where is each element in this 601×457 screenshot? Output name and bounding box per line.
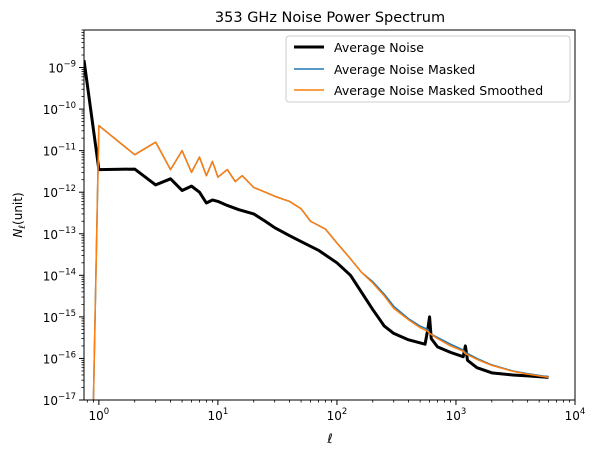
x-tick-label: 103 xyxy=(446,407,467,423)
series-line-2 xyxy=(92,124,549,400)
legend-box xyxy=(285,35,571,103)
chart-title: 353 GHz Noise Power Spectrum xyxy=(215,10,445,26)
x-tick-label: 104 xyxy=(565,407,586,423)
y-tick-label: 10−15 xyxy=(43,309,76,325)
x-axis: 100 101 102 103 104 xyxy=(86,400,586,423)
series-line-0 xyxy=(84,60,549,379)
legend-label-average-noise-masked-smoothed: Average Noise Masked Smoothed xyxy=(334,83,543,98)
legend-label-average-noise-masked: Average Noise Masked xyxy=(334,62,475,77)
series-layer xyxy=(84,60,549,400)
x-tick-label: 101 xyxy=(208,407,229,423)
y-tick-label: 10−13 xyxy=(43,226,76,242)
y-axis: 10−17 10−16 10−15 10−14 10−13 10−12 10−11 10−10… xyxy=(43,29,84,408)
y-tick-label: 10−16 xyxy=(43,350,76,366)
legend-label-average-noise: Average Noise xyxy=(334,40,424,55)
plot-frame xyxy=(83,29,576,401)
legend: Average Noise Average Noise Masked Avera… xyxy=(285,35,571,103)
y-tick-label: 10−9 xyxy=(48,60,76,76)
y-tick-label: 10−14 xyxy=(43,267,76,283)
y-tick-label: 10−12 xyxy=(43,184,76,200)
y-tick-label: 10−17 xyxy=(43,392,76,408)
y-tick-label: 10−10 xyxy=(43,101,76,117)
x-tick-label: 102 xyxy=(327,407,348,423)
x-tick-label: 100 xyxy=(89,407,110,423)
series-line-1 xyxy=(92,124,549,400)
y-tick-label: 10−11 xyxy=(43,143,76,159)
y-axis-label: Nℓ(unit) xyxy=(11,192,28,237)
x-axis-label: ℓ xyxy=(326,432,332,447)
